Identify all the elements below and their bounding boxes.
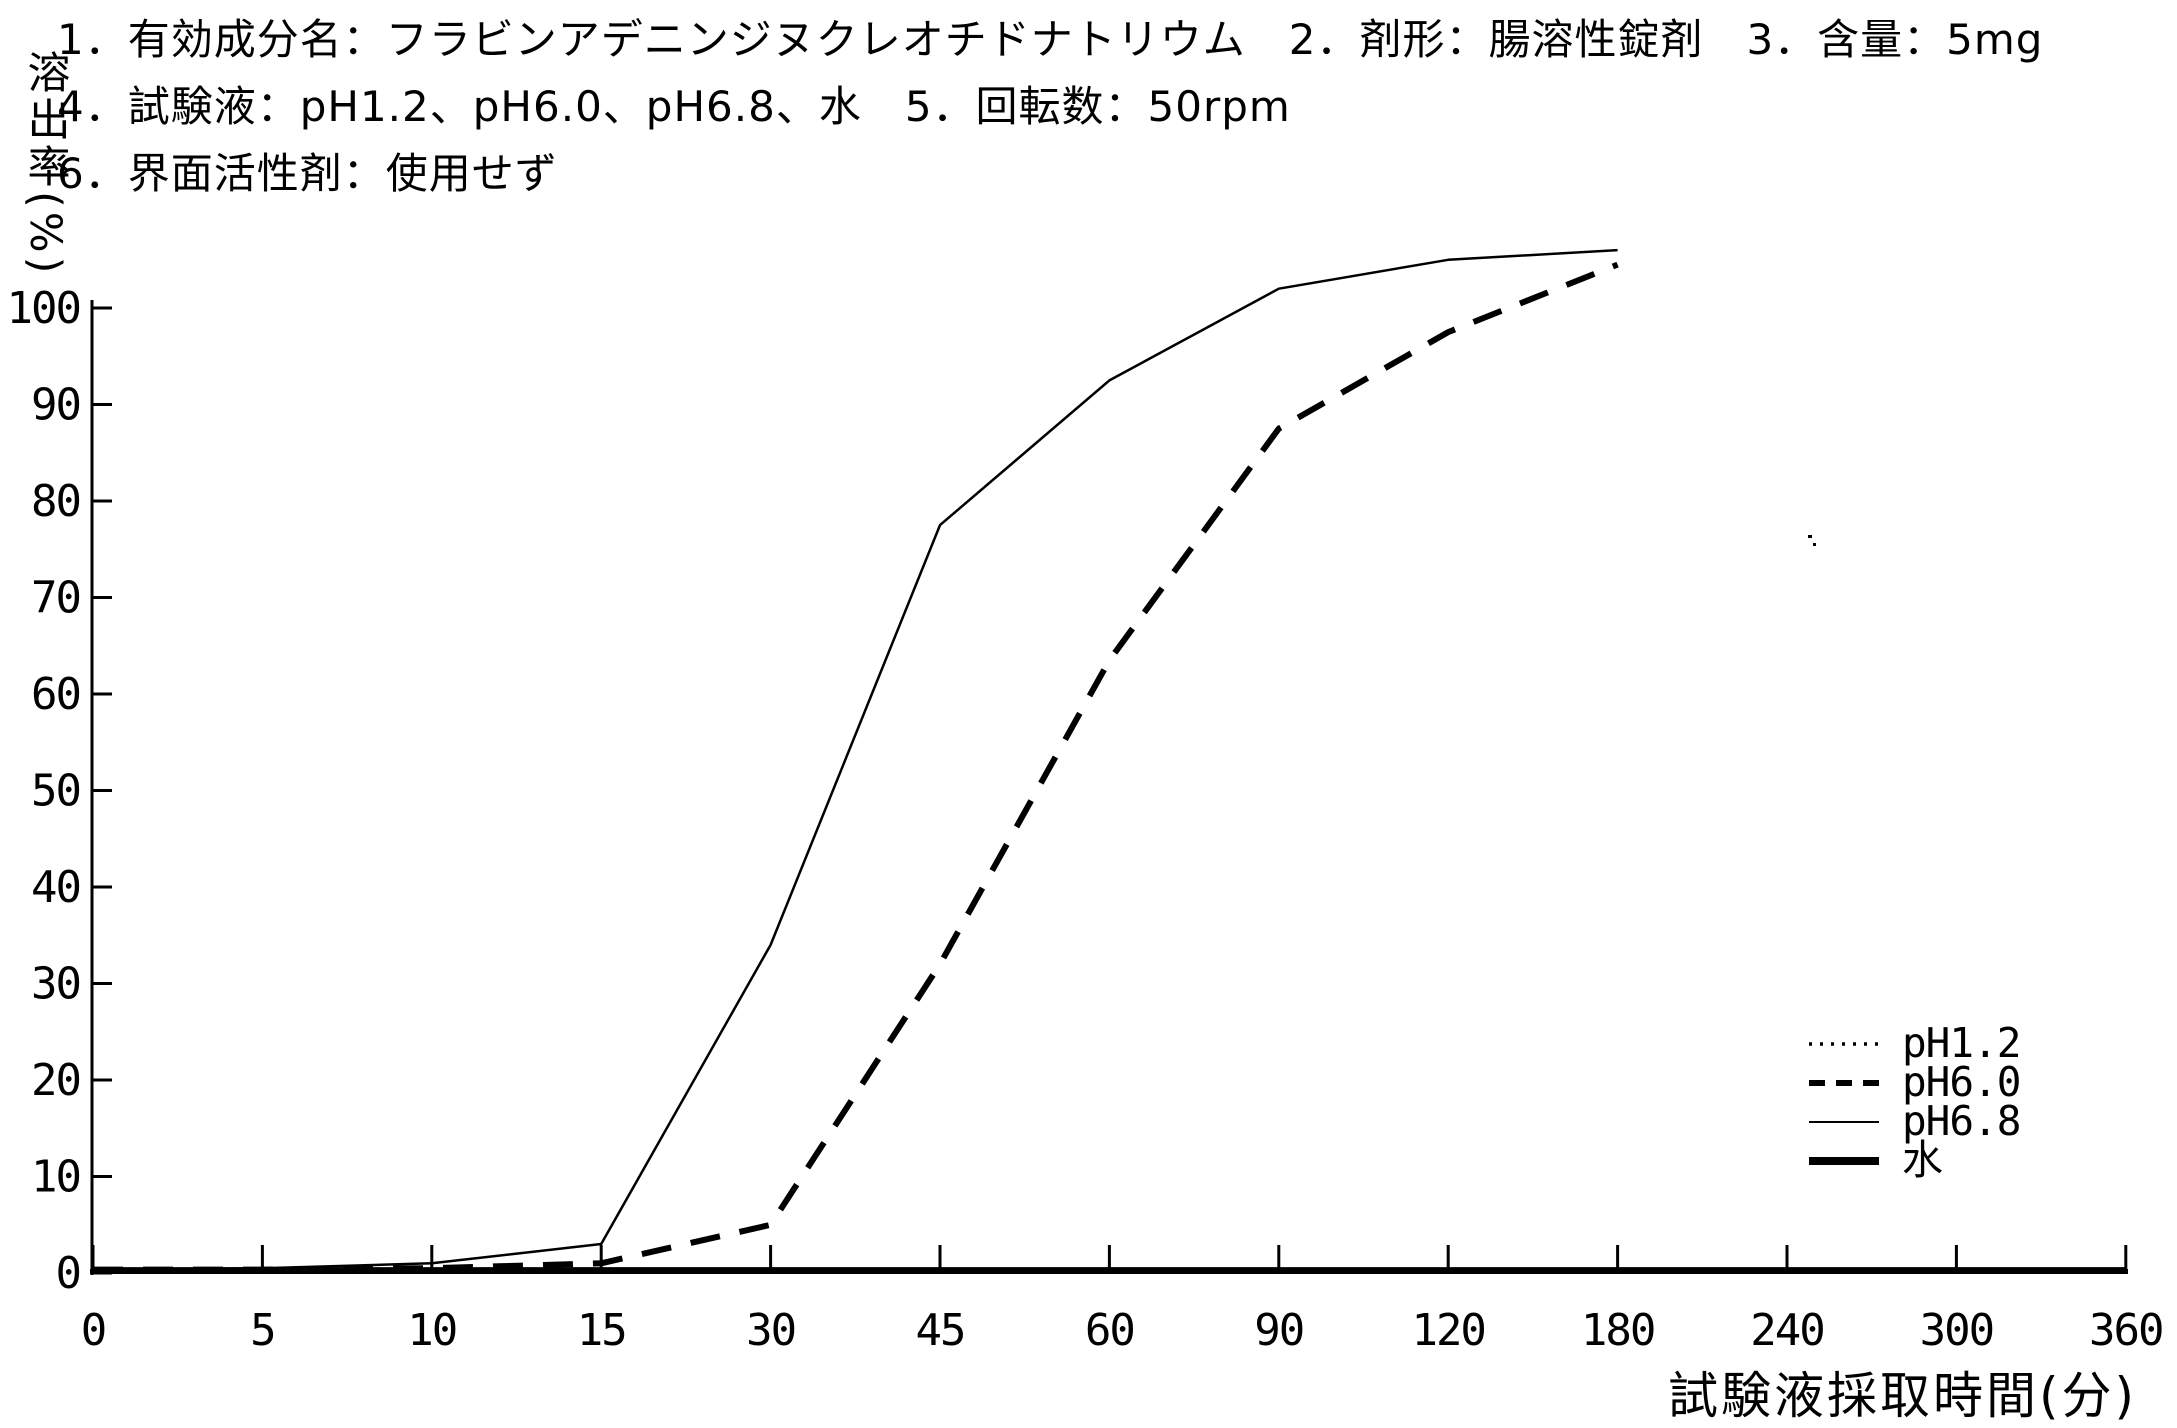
y-tick-label: 100 — [7, 283, 80, 334]
series-line-pH6.8 — [92, 248, 1618, 1271]
x-tick-label: 360 — [2089, 1305, 2162, 1356]
y-tick-label: 90 — [31, 380, 80, 431]
series-line-pH6.0 — [93, 261, 1619, 1273]
legend-item-pH1.2: pH1.2 — [1808, 1019, 2021, 1067]
scan-artifact-dot — [1813, 543, 1816, 546]
x-tick-label: 240 — [1750, 1305, 1823, 1356]
header-line-1: 1．有効成分名：フラビンアデニンジヌクレオチドナトリウム 2．剤形：腸溶性錠剤 … — [57, 15, 2044, 64]
y-tick-label: 50 — [31, 766, 80, 817]
x-tick-label: 30 — [746, 1305, 795, 1356]
legend: pH1.2 pH6.0 pH6.8 水 — [1808, 1019, 2021, 1184]
y-tick-label: 60 — [31, 669, 80, 720]
legend-line-sample-dashed — [1809, 1079, 1879, 1086]
x-tick-label: 5 — [250, 1305, 275, 1356]
y-tick-label: 20 — [31, 1055, 80, 1106]
y-tick-label: 80 — [31, 476, 80, 527]
legend-line-sample-thin-solid — [1809, 1120, 1879, 1123]
legend-item-pH6.8: pH6.8 — [1808, 1097, 2021, 1145]
y-tick-label: 40 — [31, 862, 80, 913]
x-tick-label: 120 — [1411, 1305, 1484, 1356]
legend-item-水: 水 — [1808, 1136, 2020, 1184]
x-axis-title: 試験液採取時間(分) — [1667, 1367, 2137, 1425]
y-tick-label: 30 — [31, 959, 80, 1010]
x-tick-label: 45 — [916, 1305, 965, 1356]
scan-artifact-dot — [1808, 535, 1812, 538]
x-tick-label: 180 — [1581, 1305, 1654, 1356]
x-tick-label: 60 — [1085, 1305, 1134, 1356]
header-line-2: 4．試験液：pH1.2、pH6.0、pH6.8、水 5．回転数：50rpm — [57, 82, 1291, 131]
legend-item-pH6.0: pH6.0 — [1808, 1058, 2021, 1106]
legend-line-sample-thick-solid — [1809, 1156, 1879, 1165]
x-tick-label: 15 — [577, 1305, 626, 1356]
test-conditions-header: 1．有効成分名：フラビンアデニンジヌクレオチドナトリウム 2．剤形：腸溶性錠剤 … — [57, 6, 2157, 207]
y-tick-label: 70 — [31, 573, 80, 624]
y-tick-label: 0 — [56, 1248, 81, 1299]
legend-label: pH6.0 — [1902, 1058, 2021, 1106]
x-tick-label: 0 — [81, 1305, 106, 1356]
y-axis-title: 溶出率(%) — [20, 50, 70, 278]
y-tick-label: 10 — [31, 1152, 80, 1203]
legend-label: pH6.8 — [1902, 1097, 2021, 1145]
x-tick-label: 10 — [407, 1305, 456, 1356]
legend-label: pH1.2 — [1902, 1019, 2021, 1067]
legend-label: 水 — [1902, 1136, 1943, 1184]
header-line-3: 6．界面活性剤：使用せず — [57, 149, 558, 198]
x-tick-label: 90 — [1254, 1305, 1303, 1356]
x-tick-label: 300 — [1920, 1305, 1993, 1356]
legend-line-sample-dotted — [1809, 1041, 1879, 1046]
